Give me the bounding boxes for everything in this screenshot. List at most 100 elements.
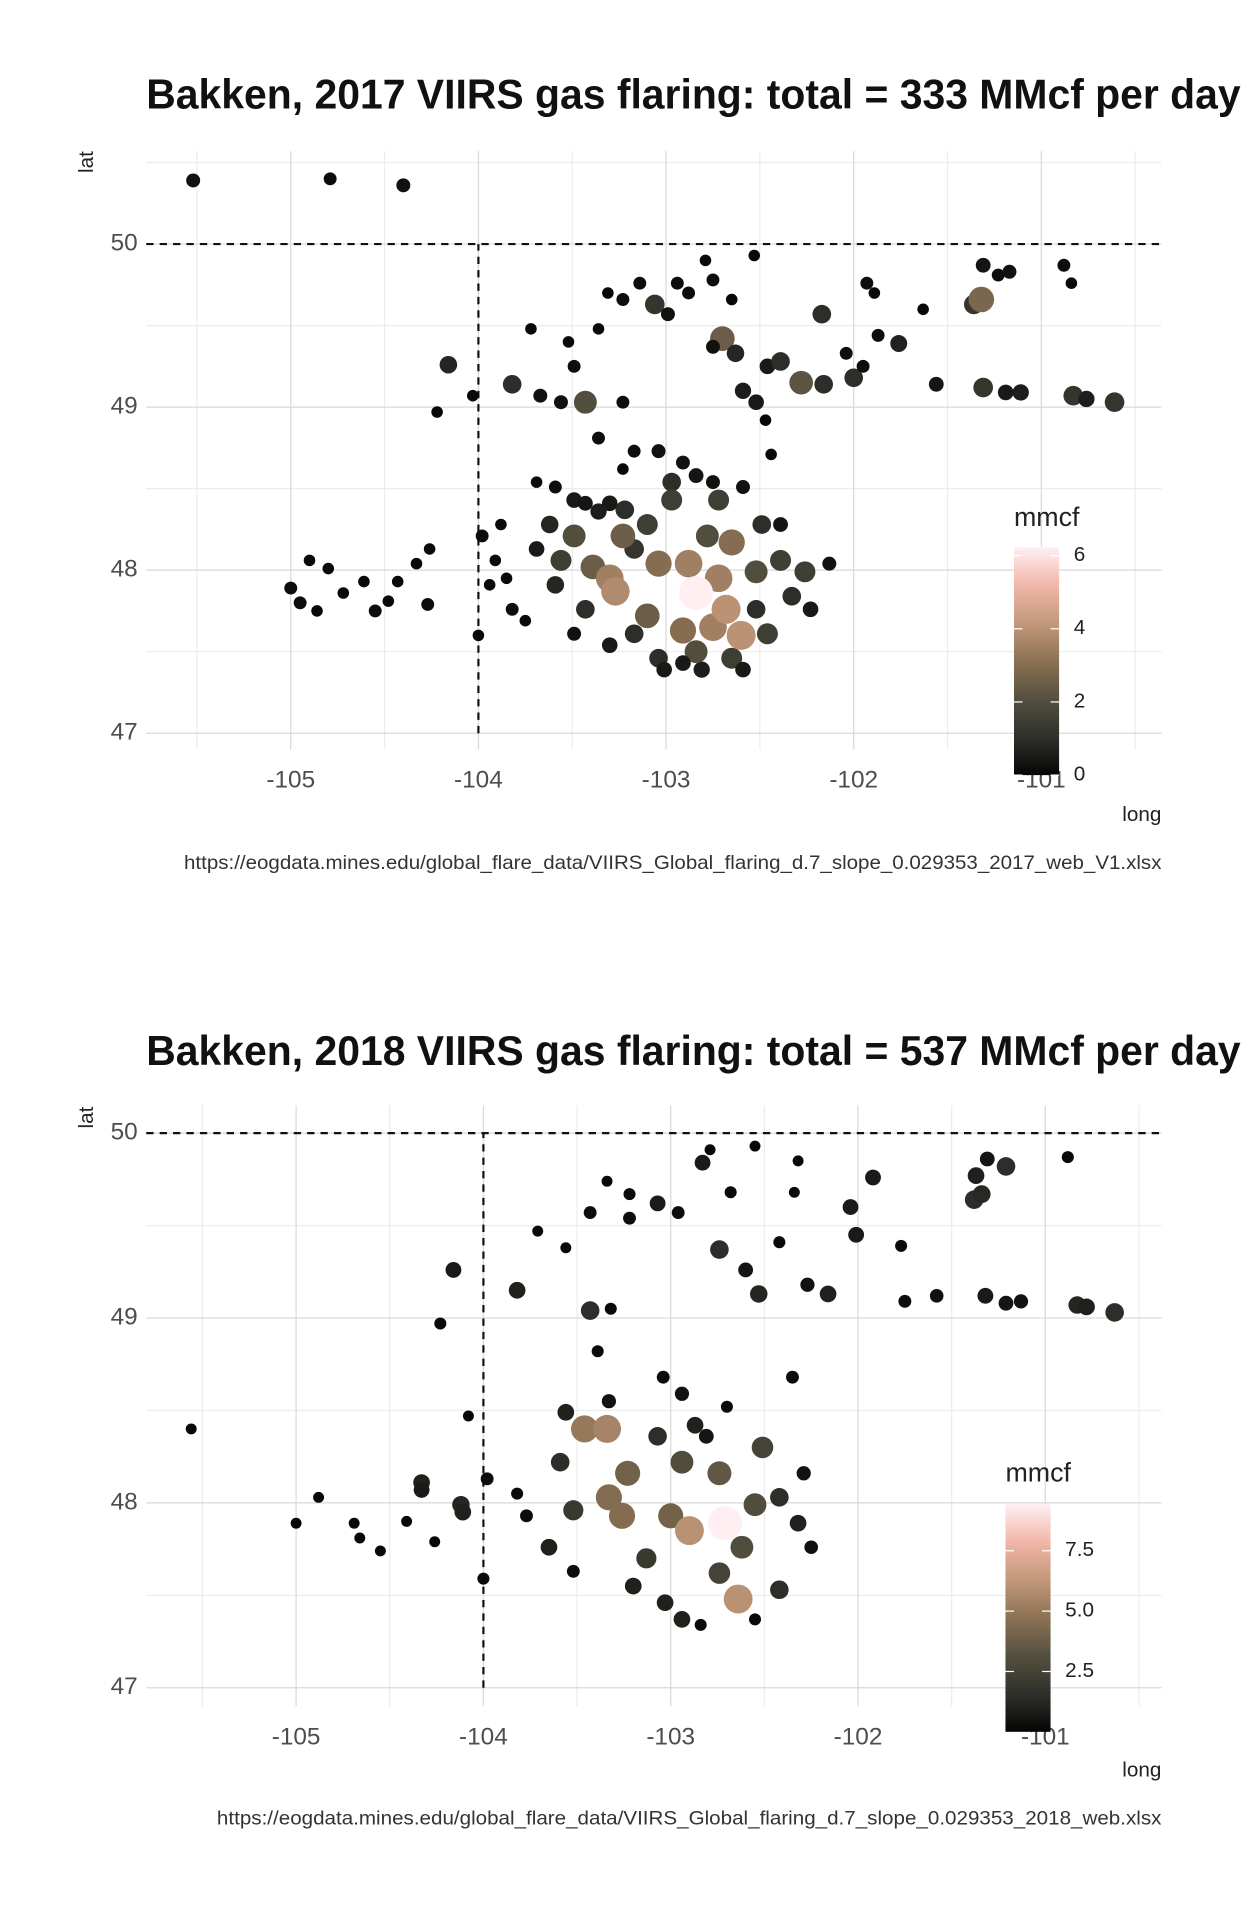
legend-tick-label: 0 [1074, 763, 1086, 786]
y-axis-label: lat [75, 151, 98, 173]
flare-point [525, 323, 537, 335]
flare-point [591, 1345, 604, 1358]
flare-point [540, 1538, 558, 1556]
flare-point [675, 1516, 704, 1546]
flare-point [844, 368, 864, 388]
flare-point [749, 1140, 761, 1152]
flare-point [185, 1423, 197, 1435]
flare-point [743, 1493, 767, 1517]
flare-point [382, 595, 395, 607]
flare-point [616, 395, 630, 409]
flare-point [723, 1584, 753, 1614]
flare-point [819, 1285, 837, 1303]
flare-point [998, 1295, 1014, 1311]
chart-title: Bakken, 2017 VIIRS gas flaring: total = … [146, 70, 1240, 117]
flare-point [868, 287, 881, 299]
flare-point [788, 1186, 800, 1198]
flare-point [698, 1428, 714, 1444]
flare-point [718, 529, 745, 556]
flare-point [661, 489, 683, 511]
flare-point [670, 276, 684, 290]
flare-point [573, 390, 597, 414]
flare-point [466, 389, 479, 402]
flare-point [322, 562, 335, 575]
flare-point [533, 388, 548, 403]
flare-point [553, 395, 568, 410]
flare-point [871, 328, 885, 342]
flare-point [293, 596, 307, 610]
flare-point [520, 1509, 533, 1523]
flare-point [323, 172, 337, 186]
flare-point [1078, 390, 1095, 408]
flare-point [477, 1572, 490, 1585]
flare-point [789, 1514, 807, 1532]
flare-point [770, 1580, 789, 1600]
flare-point [434, 1317, 447, 1330]
flare-point [770, 549, 792, 571]
flare-point [358, 575, 370, 588]
flare-point [567, 626, 582, 641]
flare-point [789, 370, 813, 395]
y-tick-label: 47 [111, 1673, 138, 1700]
flare-point [682, 286, 696, 300]
flare-point [720, 1400, 733, 1413]
flare-point [519, 614, 532, 627]
flare-point [483, 579, 496, 591]
flare-point [694, 1154, 711, 1171]
flare-point [651, 444, 666, 459]
flare-point [337, 587, 350, 599]
flare-point [674, 1386, 690, 1401]
flare-point [735, 661, 751, 678]
flare-point [814, 374, 834, 394]
flare-point [303, 554, 316, 567]
flare-point [736, 480, 750, 494]
flare-point [860, 276, 874, 290]
flare-point [765, 448, 777, 461]
caption: https://eogdata.mines.edu/global_flare_d… [184, 852, 1162, 874]
flare-point [679, 575, 714, 611]
flare-point [865, 1169, 881, 1186]
flare-point [695, 524, 719, 548]
flare-point [413, 1482, 430, 1498]
flare-point [694, 1618, 707, 1631]
flare-point [669, 617, 697, 644]
flare-point [284, 581, 298, 595]
flare-point [759, 414, 772, 426]
flare-point [577, 495, 593, 511]
flare-point [439, 355, 458, 374]
flare-point [1013, 1294, 1029, 1309]
colorbar [1013, 547, 1060, 776]
flare-point [580, 1301, 600, 1320]
flare-point [557, 1403, 575, 1421]
flare-point [1002, 264, 1017, 279]
flare-point [656, 1370, 670, 1384]
y-axis-label: lat [75, 1106, 98, 1128]
legend-tick-label: 4 [1074, 616, 1086, 639]
flare-point [977, 1287, 994, 1304]
flare-point [968, 286, 995, 313]
flare-point [748, 394, 764, 411]
flare-point [615, 500, 635, 520]
flare-point [670, 1450, 694, 1474]
flare-point [773, 517, 788, 532]
flare-point [1012, 384, 1029, 401]
flare-point [842, 1199, 859, 1215]
flare-point [750, 1285, 768, 1303]
flare-point [495, 518, 507, 531]
flare-point [800, 1277, 815, 1292]
flare-point [752, 515, 772, 534]
x-axis-label: long [1122, 803, 1161, 826]
flare-point [634, 603, 660, 629]
flare-point [567, 359, 581, 373]
flare-point [975, 257, 991, 273]
flare-point [748, 1613, 762, 1626]
flare-point [726, 344, 745, 363]
x-tick-label: -104 [459, 1723, 508, 1750]
x-tick-label: -102 [834, 1723, 883, 1750]
flare-point [725, 293, 738, 306]
flare-point [705, 475, 720, 490]
flare-point [705, 339, 720, 354]
flare-point [684, 640, 708, 664]
chart-title: Bakken, 2018 VIIRS gas flaring: total = … [146, 1027, 1240, 1074]
